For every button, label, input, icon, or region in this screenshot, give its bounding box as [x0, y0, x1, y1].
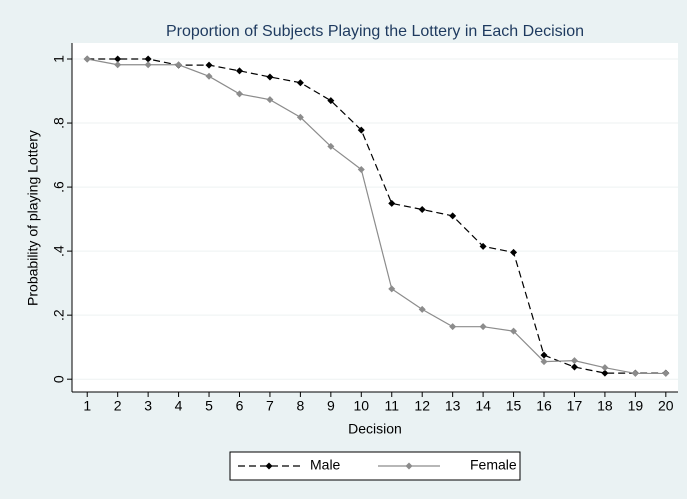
x-tick-label: 11 [384, 398, 399, 414]
y-tick-label: .8 [51, 117, 67, 129]
y-tick-label: 0 [51, 375, 67, 383]
x-tick-label: 12 [414, 398, 430, 414]
x-tick-label: 1 [83, 398, 91, 414]
point [631, 369, 639, 377]
point [114, 61, 122, 69]
x-tick-label: 17 [567, 398, 583, 414]
point [235, 67, 243, 75]
point [388, 285, 396, 293]
x-axis-label: Decision [348, 421, 402, 437]
point [327, 97, 335, 105]
point [296, 113, 304, 121]
point [479, 242, 487, 250]
x-tick-label: 14 [475, 398, 491, 414]
y-tick-label: 1 [51, 55, 67, 63]
point [662, 369, 670, 377]
x-tick-label: 6 [236, 398, 244, 414]
y-tick-label: .4 [51, 245, 67, 257]
legend-label: Female [470, 457, 517, 473]
point [357, 126, 365, 134]
legend-marker [265, 462, 273, 470]
point [449, 212, 457, 220]
point [205, 72, 213, 80]
plot-area [72, 43, 678, 392]
point [83, 55, 91, 63]
point [266, 73, 274, 81]
point [570, 357, 578, 365]
point [357, 165, 365, 173]
series-line [87, 58, 666, 375]
y-tick-label: .2 [51, 309, 67, 321]
point [296, 79, 304, 87]
legend-label: Male [310, 457, 341, 473]
x-tick-label: 7 [266, 398, 274, 414]
x-tick-label: 8 [296, 398, 304, 414]
x-tick-label: 5 [205, 398, 213, 414]
legend-box [229, 451, 521, 481]
x-tick-label: 4 [175, 398, 183, 414]
point [114, 55, 122, 63]
point [449, 323, 457, 331]
point [601, 364, 609, 372]
point [205, 61, 213, 69]
x-tick-label: 2 [114, 398, 122, 414]
point [266, 96, 274, 104]
point [570, 363, 578, 371]
point [144, 55, 152, 63]
point [144, 61, 152, 69]
point [601, 369, 609, 377]
x-tick-label: 19 [628, 398, 644, 414]
point [510, 248, 518, 256]
y-tick-label: .6 [51, 181, 67, 193]
x-tick-label: 16 [536, 398, 552, 414]
x-tick-label: 3 [144, 398, 152, 414]
x-tick-label: 10 [354, 398, 370, 414]
point [418, 305, 426, 313]
point [327, 142, 335, 150]
point [175, 61, 183, 69]
chart-title: Proportion of Subjects Playing the Lotte… [166, 23, 584, 40]
x-tick-label: 15 [506, 398, 522, 414]
point [418, 205, 426, 213]
legend-marker [405, 462, 413, 470]
legend: Male Female [229, 451, 521, 481]
series-line [87, 58, 666, 374]
point [540, 358, 548, 366]
y-axis-label: Probability of playing Lottery [25, 130, 41, 306]
x-tick-label: 18 [597, 398, 613, 414]
x-tick-label: 13 [445, 398, 461, 414]
point [540, 351, 548, 359]
x-tick-label: 9 [327, 398, 335, 414]
point [388, 199, 396, 207]
point [479, 323, 487, 331]
point [510, 327, 518, 335]
x-tick-label: 20 [658, 398, 674, 414]
point [235, 90, 243, 98]
